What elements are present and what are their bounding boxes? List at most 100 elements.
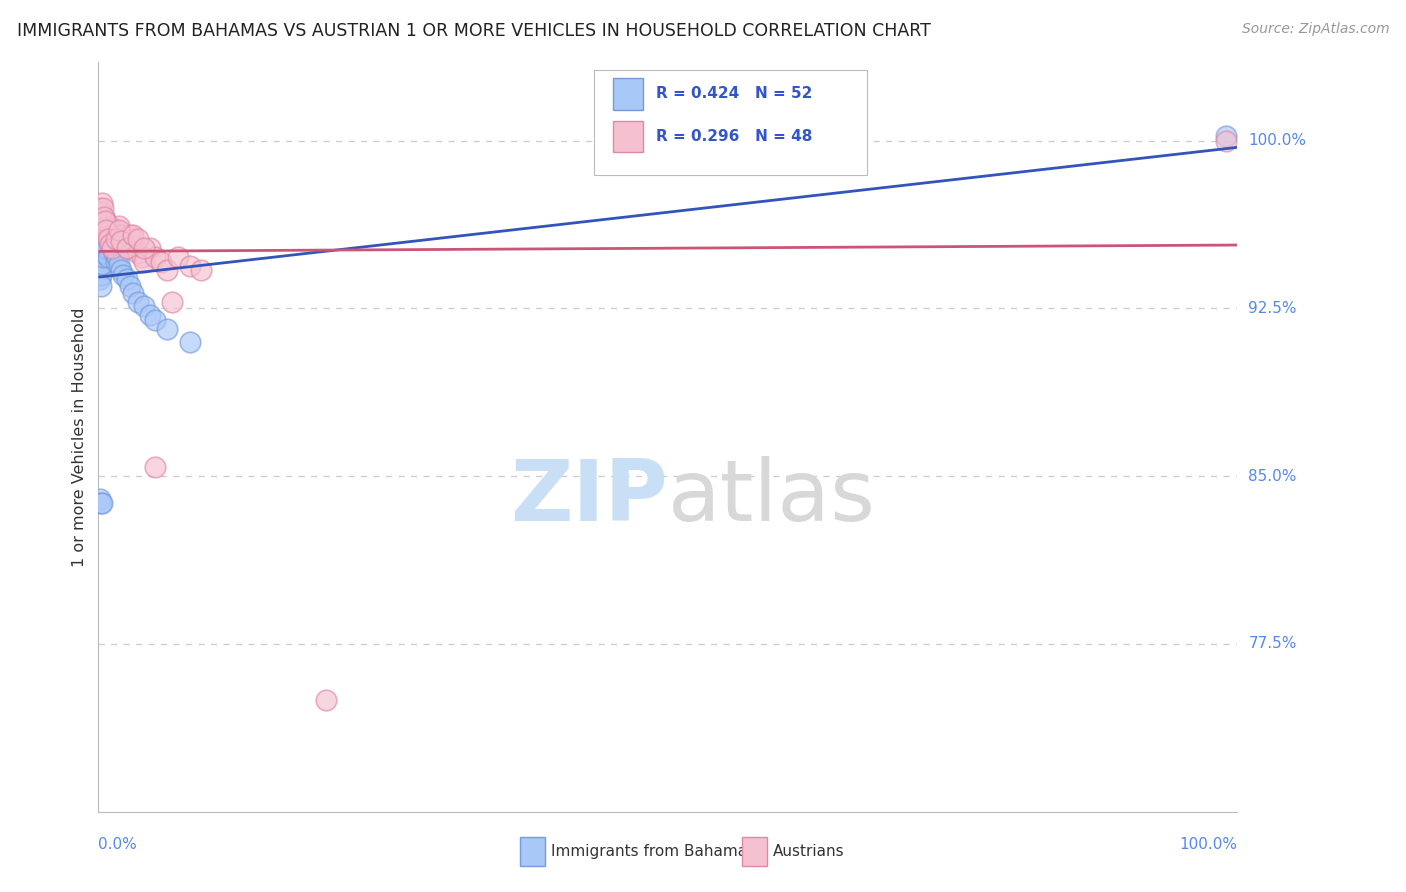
Point <box>98 223 121 237</box>
Point <box>90 245 112 260</box>
Text: IMMIGRANTS FROM BAHAMAS VS AUSTRIAN 1 OR MORE VEHICLES IN HOUSEHOLD CORRELATION : IMMIGRANTS FROM BAHAMAS VS AUSTRIAN 1 OR… <box>17 22 931 40</box>
Point <box>101 241 124 255</box>
Point <box>91 201 114 215</box>
Point <box>121 232 143 246</box>
Point <box>90 223 112 237</box>
Point <box>145 250 167 264</box>
Point <box>90 268 112 282</box>
Point <box>90 235 112 249</box>
Point <box>91 241 114 255</box>
Point <box>179 259 201 273</box>
Point <box>156 321 179 335</box>
Point <box>115 241 138 255</box>
Point <box>132 241 155 255</box>
Point <box>138 241 160 255</box>
Point <box>104 232 127 246</box>
Point <box>89 241 111 255</box>
Point <box>132 254 155 268</box>
Point <box>89 263 111 277</box>
Point <box>101 227 124 242</box>
Point <box>93 210 115 224</box>
Text: 85.0%: 85.0% <box>1249 468 1296 483</box>
Point <box>89 250 111 264</box>
Point <box>120 227 142 242</box>
FancyBboxPatch shape <box>593 70 868 175</box>
Point <box>179 334 201 349</box>
Bar <box>613 121 643 153</box>
Text: 0.0%: 0.0% <box>98 837 138 852</box>
Point <box>100 223 122 237</box>
Point <box>94 212 117 227</box>
Point <box>124 239 146 253</box>
Point <box>91 217 114 231</box>
Point <box>96 250 118 264</box>
Point <box>91 227 114 242</box>
Point <box>108 219 131 233</box>
Point <box>90 279 112 293</box>
Point <box>104 223 127 237</box>
Point <box>97 235 120 249</box>
Point <box>105 250 128 264</box>
Text: Immigrants from Bahamas: Immigrants from Bahamas <box>551 844 755 859</box>
Point <box>110 263 132 277</box>
Text: R = 0.424   N = 52: R = 0.424 N = 52 <box>657 87 813 102</box>
Point <box>121 285 143 300</box>
Point <box>110 235 132 249</box>
Point <box>90 496 112 510</box>
Point <box>145 460 167 475</box>
Point <box>90 241 112 255</box>
Text: 100.0%: 100.0% <box>1249 133 1306 148</box>
Point <box>315 693 337 707</box>
Text: Source: ZipAtlas.com: Source: ZipAtlas.com <box>1241 22 1389 37</box>
Point <box>89 491 111 506</box>
Point <box>127 245 149 260</box>
Text: ZIP: ZIP <box>510 456 668 539</box>
Point <box>145 312 167 326</box>
Point <box>150 254 173 268</box>
Point <box>112 235 135 249</box>
Point <box>98 236 121 251</box>
Point <box>93 245 115 260</box>
Point <box>94 223 117 237</box>
Point <box>90 205 112 219</box>
Point <box>90 250 112 264</box>
Point <box>93 232 115 246</box>
Point <box>90 205 112 219</box>
Point <box>108 223 131 237</box>
Point <box>110 227 132 242</box>
Point <box>93 219 115 233</box>
Point <box>96 227 118 242</box>
Point <box>120 279 142 293</box>
Point <box>1215 129 1237 144</box>
Point <box>94 214 117 228</box>
Point <box>103 236 125 251</box>
Bar <box>520 838 546 865</box>
Point <box>96 219 118 233</box>
Point <box>90 257 112 271</box>
Bar <box>742 838 766 865</box>
Point <box>94 236 117 251</box>
Point <box>127 294 149 309</box>
Point <box>127 232 149 246</box>
Point <box>115 272 138 286</box>
Point <box>96 223 118 237</box>
Text: 92.5%: 92.5% <box>1249 301 1296 316</box>
Point <box>89 201 111 215</box>
Point <box>138 308 160 322</box>
Point <box>96 232 118 246</box>
Text: atlas: atlas <box>668 456 876 539</box>
Bar <box>613 78 643 110</box>
Point <box>115 241 138 255</box>
Point <box>90 212 112 227</box>
Point <box>90 257 112 271</box>
Text: R = 0.296   N = 48: R = 0.296 N = 48 <box>657 129 813 145</box>
Point <box>156 263 179 277</box>
Point <box>167 250 190 264</box>
Point <box>96 227 118 242</box>
Point <box>101 227 124 242</box>
Y-axis label: 1 or more Vehicles in Household: 1 or more Vehicles in Household <box>72 308 87 566</box>
Point <box>91 250 114 264</box>
Point <box>90 496 112 510</box>
Point <box>98 219 121 233</box>
Text: Austrians: Austrians <box>773 844 844 859</box>
